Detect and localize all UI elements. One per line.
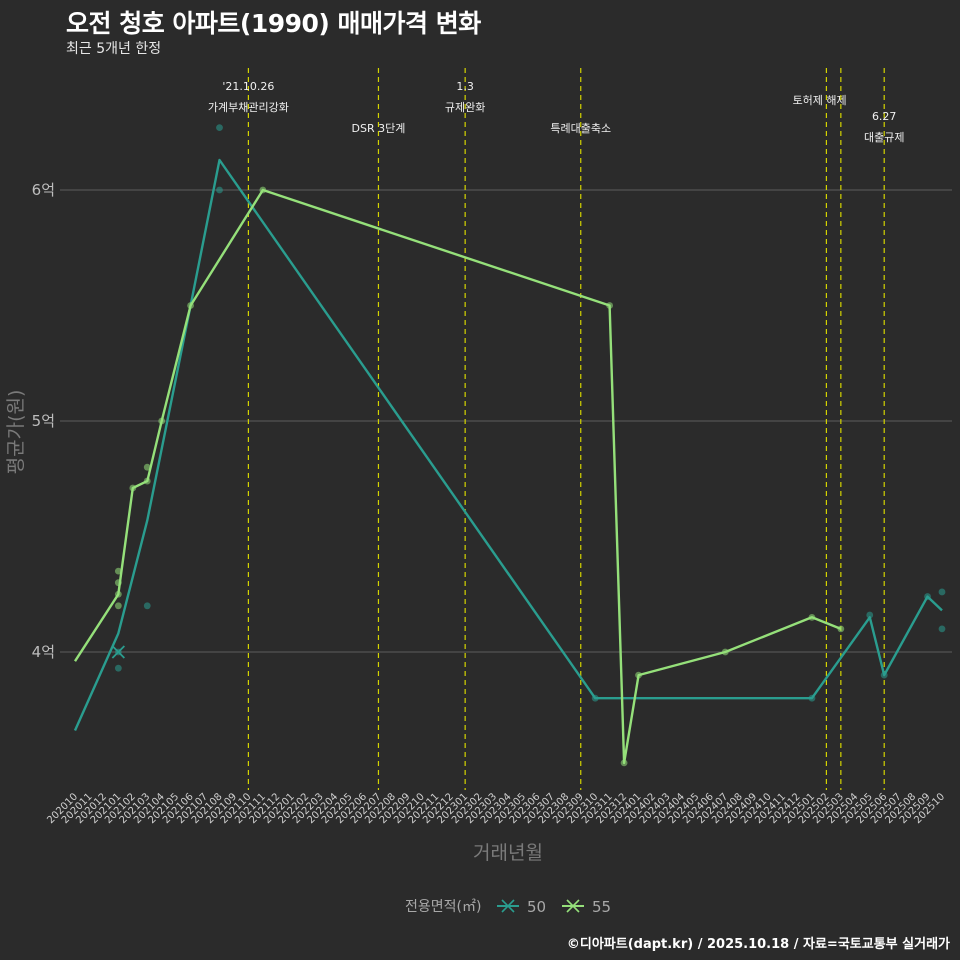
data-point	[216, 124, 223, 132]
x-axis-ticks: 2020102020112020122021012021022021032021…	[45, 791, 947, 826]
cross-b	[111, 645, 125, 659]
event-label-text: 가계부채관리강화	[208, 101, 289, 114]
event-label-text: 대출규제	[864, 131, 904, 144]
series-layer	[73, 124, 946, 767]
y-tick-label: 6억	[32, 181, 55, 199]
event-label-text: 토허제 해제	[793, 93, 847, 107]
legend-title: 전용면적(㎡)	[405, 899, 481, 915]
legend: 전용면적(㎡) 50 55	[405, 898, 611, 916]
data-point	[938, 625, 946, 633]
y-axis-ticks: 4억 5억 6억	[32, 181, 55, 661]
legend-key-50: 50	[497, 898, 546, 916]
cross-marker	[111, 645, 125, 659]
event-label-date: '21.10.26	[222, 80, 274, 93]
y-axis-title: 평균가(원)	[5, 390, 27, 475]
legend-cross-b	[501, 899, 515, 913]
event-label-text: 규제완화	[445, 101, 485, 114]
event-label-text: DSR 3단계	[352, 122, 406, 135]
data-point	[938, 588, 946, 596]
series-line	[73, 158, 943, 731]
chart-subtitle: 최근 5개년 한정	[66, 41, 162, 57]
data-point	[143, 602, 151, 610]
legend-cross-b	[566, 899, 580, 913]
series-50	[73, 124, 946, 731]
x-axis-title: 거래년월	[473, 842, 543, 864]
legend-key-55: 55	[562, 898, 611, 916]
event-label-date: 1.3	[456, 80, 474, 93]
chart-title: 오전 청호 아파트(1990) 매매가격 변화	[66, 9, 481, 38]
data-point	[866, 611, 874, 619]
y-tick-label: 4억	[32, 643, 55, 661]
series-55	[73, 186, 845, 767]
legend-label: 50	[527, 898, 546, 916]
gridlines	[60, 189, 952, 653]
event-label-date: 6.27	[872, 110, 897, 123]
data-point	[114, 664, 122, 672]
data-point	[114, 602, 122, 610]
data-point	[143, 463, 151, 471]
legend-label: 55	[592, 898, 611, 916]
data-point	[216, 186, 223, 194]
source-caption: ©디아파트(dapt.kr) / 2025.10.18 / 자료=국토교통부 실…	[566, 937, 950, 952]
event-label-text: 특례대출축소	[550, 122, 611, 135]
series-line	[73, 188, 842, 765]
y-tick-label: 5억	[32, 412, 55, 430]
